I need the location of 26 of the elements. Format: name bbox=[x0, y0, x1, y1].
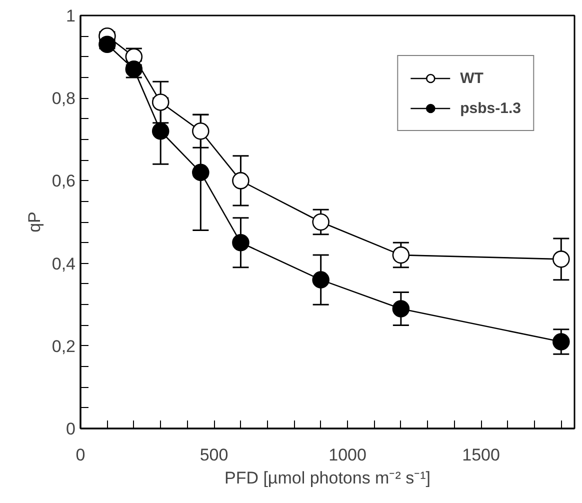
point bbox=[232, 234, 250, 252]
point bbox=[392, 246, 410, 264]
point bbox=[152, 94, 170, 111]
point bbox=[98, 36, 116, 54]
y-tick-label: 0,6 bbox=[52, 172, 76, 191]
x-tick-label: 1000 bbox=[328, 446, 366, 464]
point bbox=[552, 333, 570, 350]
point bbox=[192, 164, 210, 182]
point bbox=[312, 271, 330, 288]
y-axis-title: qP bbox=[24, 212, 44, 232]
point bbox=[392, 300, 410, 318]
x-tick-label: 1500 bbox=[462, 446, 500, 464]
point bbox=[552, 250, 570, 268]
y-tick-label: 0,8 bbox=[52, 89, 76, 108]
y-tick-label: 0 bbox=[66, 420, 76, 438]
legend-label: WT bbox=[460, 70, 484, 86]
y-tick-label: 1 bbox=[66, 6, 76, 26]
y-tick-label: 0,4 bbox=[52, 254, 76, 274]
point bbox=[232, 172, 250, 190]
legend-label: psbs-1.3 bbox=[460, 100, 521, 116]
x-axis-title: PFD [µmol photons m⁻² s⁻¹] bbox=[224, 468, 431, 488]
point bbox=[192, 122, 210, 140]
point bbox=[152, 122, 170, 140]
y-tick-label: 0,2 bbox=[52, 336, 76, 356]
x-tick-label: 500 bbox=[200, 446, 228, 464]
point bbox=[312, 213, 330, 231]
